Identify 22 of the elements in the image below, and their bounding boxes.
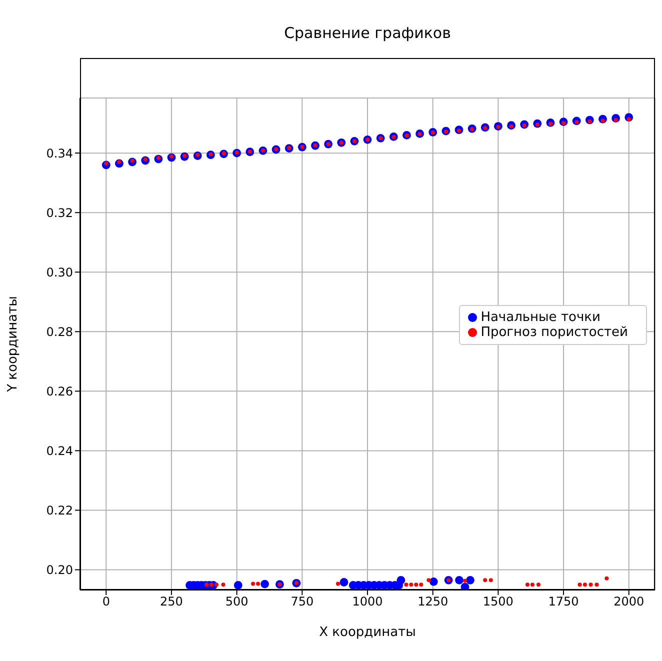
x-tick-label: 500 <box>225 594 248 609</box>
legend-label: Начальные точки <box>480 310 600 325</box>
y-tick-label: 0.24 <box>46 444 73 458</box>
x-tick-label: 750 <box>290 594 314 609</box>
x-tick-label: 1250 <box>418 594 448 609</box>
x-tick-label: 0 <box>102 594 110 609</box>
x-tick-label: 250 <box>160 594 183 609</box>
y-tick-label: 0.32 <box>46 206 73 220</box>
x-tick-label: 1000 <box>352 594 383 609</box>
y-axis-title: Y координаты <box>6 296 21 393</box>
y-tick-label: 0.26 <box>46 384 73 398</box>
y-tick-label: 0.28 <box>46 324 73 339</box>
x-tick-label: 2000 <box>614 594 644 609</box>
x-tick-label: 1750 <box>548 594 579 609</box>
y-tick-label: 0.34 <box>46 146 73 160</box>
y-tick-label: 0.30 <box>46 265 73 280</box>
y-tick-label: 0.22 <box>46 503 73 518</box>
y-tick-label: 0.20 <box>46 563 73 578</box>
x-axis-title: X координаты <box>319 625 416 640</box>
chart-title: Сравнение графиков <box>283 24 452 42</box>
x-tick-label: 1500 <box>482 594 514 609</box>
legend-label: Прогноз пористостей <box>480 325 628 340</box>
